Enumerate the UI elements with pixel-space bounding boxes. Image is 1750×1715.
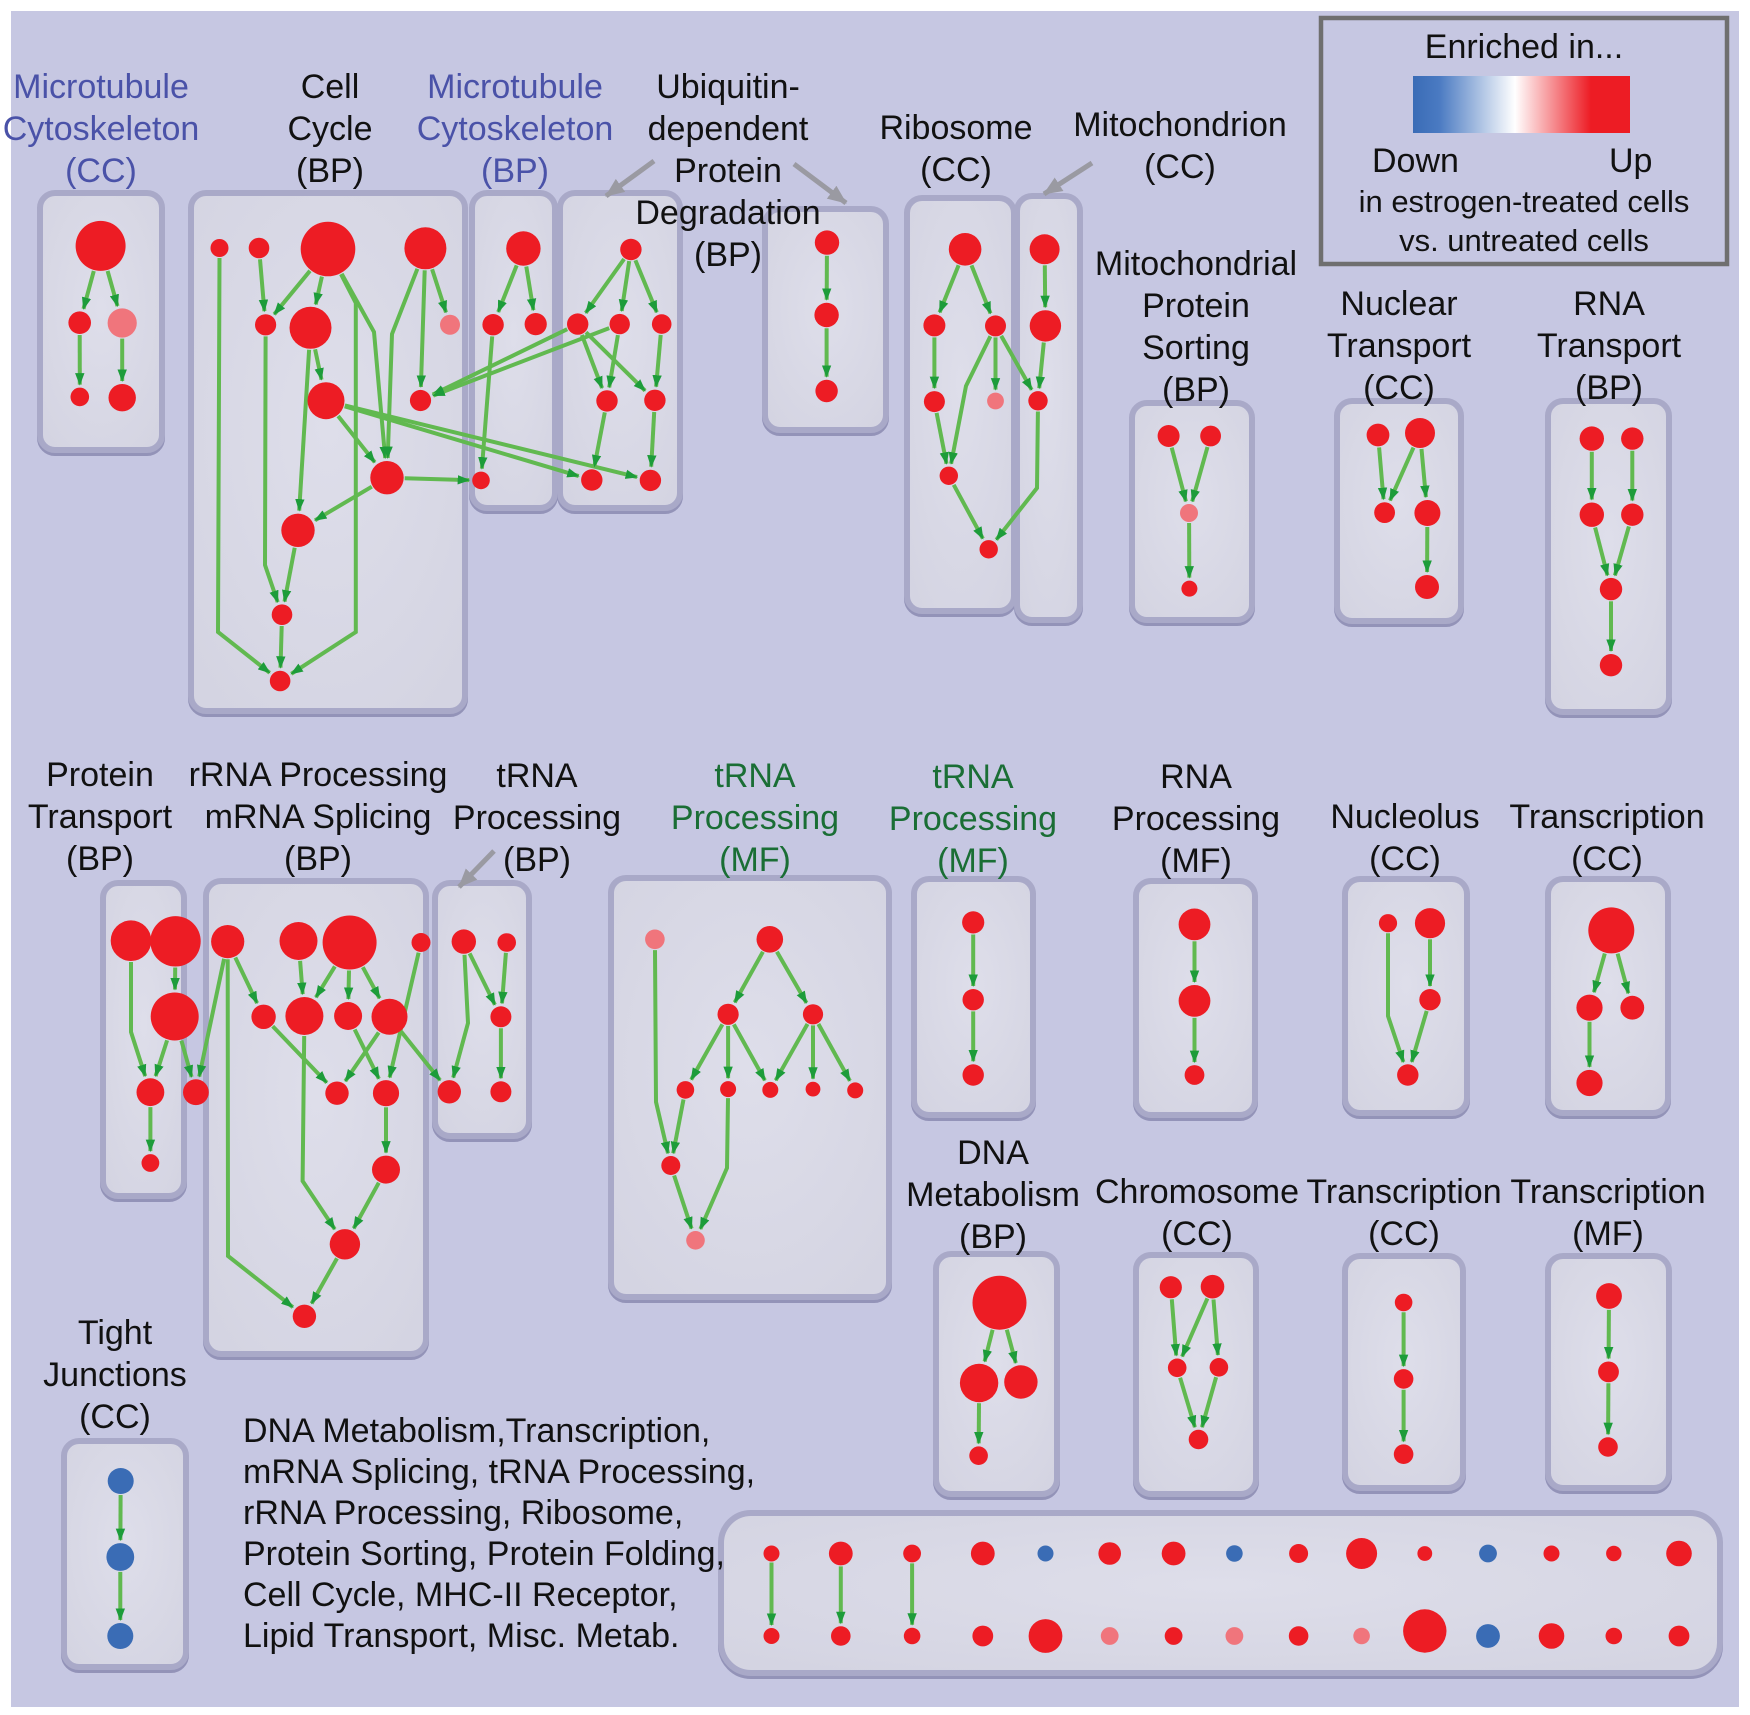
svg-text:Processing: Processing <box>671 799 839 837</box>
svg-text:Processing: Processing <box>453 799 621 837</box>
svg-text:Transport: Transport <box>28 798 173 836</box>
svg-text:tRNA: tRNA <box>496 757 578 795</box>
svg-text:Transport: Transport <box>1327 327 1472 365</box>
svg-text:(CC): (CC) <box>920 151 992 189</box>
svg-text:Nucleolus: Nucleolus <box>1330 798 1479 836</box>
svg-text:Cytoskeleton: Cytoskeleton <box>417 110 614 148</box>
svg-text:mRNA Splicing: mRNA Splicing <box>205 798 432 836</box>
svg-text:(BP): (BP) <box>296 152 364 190</box>
svg-text:(CC): (CC) <box>1368 1215 1440 1253</box>
svg-text:Cell Cycle, MHC-II Receptor,: Cell Cycle, MHC-II Receptor, <box>243 1576 678 1614</box>
svg-text:Sorting: Sorting <box>1142 329 1250 367</box>
svg-text:(BP): (BP) <box>284 840 352 878</box>
svg-text:(CC): (CC) <box>79 1398 151 1436</box>
svg-text:Protein: Protein <box>1142 287 1250 325</box>
svg-text:(BP): (BP) <box>959 1218 1027 1256</box>
svg-text:DNA: DNA <box>957 1134 1029 1172</box>
svg-text:DNA Metabolism,Transcription,: DNA Metabolism,Transcription, <box>243 1412 710 1450</box>
svg-text:(CC): (CC) <box>1144 148 1216 186</box>
svg-text:Protein: Protein <box>674 152 782 190</box>
svg-text:Protein: Protein <box>46 756 154 794</box>
svg-text:Transcription: Transcription <box>1510 1173 1705 1211</box>
svg-text:Tight: Tight <box>78 1314 153 1352</box>
svg-text:Microtubule: Microtubule <box>427 68 603 106</box>
svg-text:Transcription: Transcription <box>1509 798 1704 836</box>
svg-text:(BP): (BP) <box>694 236 762 274</box>
svg-text:(CC): (CC) <box>1161 1215 1233 1253</box>
svg-text:Processing: Processing <box>889 800 1057 838</box>
svg-text:(BP): (BP) <box>66 840 134 878</box>
svg-text:Processing: Processing <box>1112 800 1280 838</box>
svg-text:Nuclear: Nuclear <box>1340 285 1457 323</box>
svg-text:(CC): (CC) <box>1369 840 1441 878</box>
svg-text:Metabolism: Metabolism <box>906 1176 1080 1214</box>
svg-text:Protein Sorting, Protein Foldi: Protein Sorting, Protein Folding, <box>243 1535 725 1573</box>
svg-text:(CC): (CC) <box>65 152 137 190</box>
svg-text:Transcription: Transcription <box>1306 1173 1501 1211</box>
svg-text:(CC): (CC) <box>1571 840 1643 878</box>
svg-text:RNA: RNA <box>1160 758 1232 796</box>
svg-text:tRNA: tRNA <box>714 757 796 795</box>
svg-text:(MF): (MF) <box>719 841 791 879</box>
svg-text:(CC): (CC) <box>1363 369 1435 407</box>
svg-text:Cycle: Cycle <box>287 110 372 148</box>
svg-text:Ubiquitin-: Ubiquitin- <box>656 68 800 106</box>
svg-text:(BP): (BP) <box>503 841 571 879</box>
svg-text:Enriched in...: Enriched in... <box>1425 28 1623 66</box>
svg-text:(MF): (MF) <box>1160 842 1232 880</box>
svg-text:(MF): (MF) <box>937 842 1009 880</box>
svg-text:mRNA Splicing, tRNA Processing: mRNA Splicing, tRNA Processing, <box>243 1453 755 1491</box>
svg-text:tRNA: tRNA <box>932 758 1014 796</box>
svg-text:Up: Up <box>1609 142 1652 180</box>
svg-text:Microtubule: Microtubule <box>13 68 189 106</box>
svg-text:Lipid Transport, Misc. Metab.: Lipid Transport, Misc. Metab. <box>243 1617 680 1655</box>
svg-text:in estrogen-treated cells: in estrogen-treated cells <box>1359 184 1690 219</box>
svg-text:Chromosome: Chromosome <box>1095 1173 1299 1211</box>
svg-text:dependent: dependent <box>648 110 809 148</box>
svg-text:Transport: Transport <box>1537 327 1682 365</box>
svg-text:(BP): (BP) <box>1575 369 1643 407</box>
svg-text:RNA: RNA <box>1573 285 1645 323</box>
svg-text:Mitochondrion: Mitochondrion <box>1073 106 1287 144</box>
svg-text:Ribosome: Ribosome <box>879 109 1032 147</box>
svg-text:rRNA Processing, Ribosome,: rRNA Processing, Ribosome, <box>243 1494 683 1532</box>
svg-text:Junctions: Junctions <box>43 1356 187 1394</box>
svg-text:Cell: Cell <box>301 68 360 106</box>
svg-text:vs. untreated cells: vs. untreated cells <box>1399 223 1649 258</box>
svg-text:(BP): (BP) <box>481 152 549 190</box>
svg-text:Down: Down <box>1372 142 1459 180</box>
svg-text:Mitochondrial: Mitochondrial <box>1095 245 1297 283</box>
svg-text:(MF): (MF) <box>1572 1215 1644 1253</box>
svg-text:Degradation: Degradation <box>635 194 820 232</box>
svg-text:Cytoskeleton: Cytoskeleton <box>3 110 200 148</box>
svg-text:rRNA Processing: rRNA Processing <box>189 756 448 794</box>
svg-text:(BP): (BP) <box>1162 371 1230 409</box>
